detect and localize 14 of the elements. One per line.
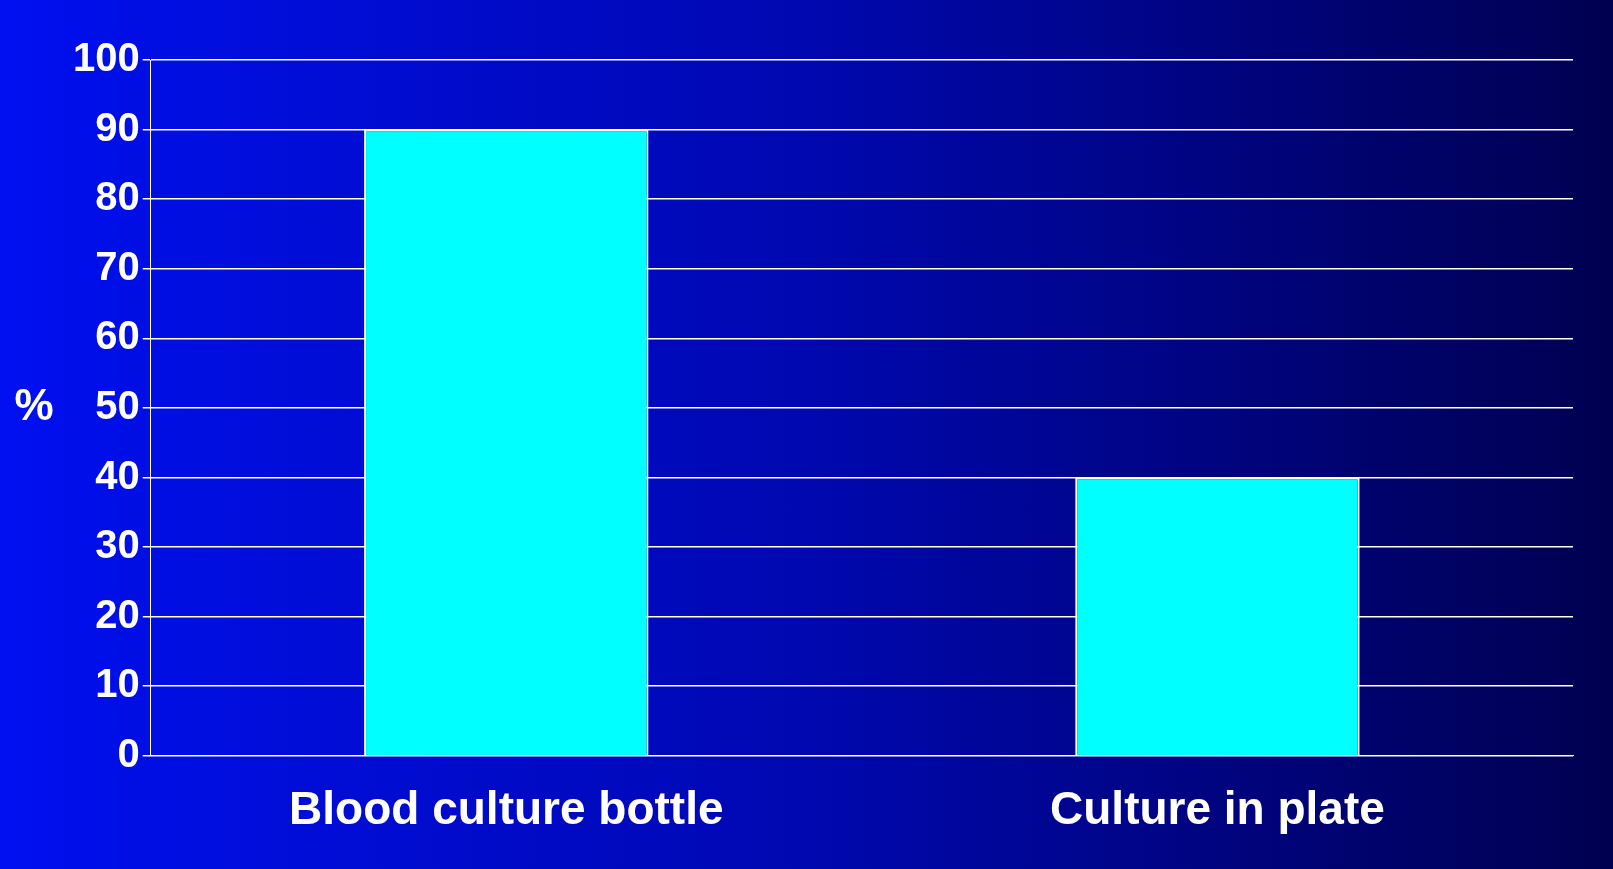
- y-tick-label: 100: [72, 35, 140, 80]
- x-tick-label: Blood culture bottle: [289, 782, 724, 835]
- y-tick-label: 60: [95, 313, 140, 358]
- y-tick-label: 40: [95, 452, 140, 497]
- y-tick-label: 30: [95, 522, 140, 567]
- y-tick-label: 80: [95, 174, 140, 219]
- y-tick-label: 90: [95, 104, 140, 149]
- y-tick-label: 20: [95, 591, 140, 636]
- y-axis-title: %: [14, 380, 54, 430]
- x-tick-label: Culture in plate: [1050, 782, 1385, 835]
- y-tick-label: 70: [95, 243, 140, 288]
- y-tick-label: 50: [95, 382, 140, 427]
- y-tick-label: 10: [95, 661, 140, 706]
- y-tick-label: 0: [117, 730, 140, 775]
